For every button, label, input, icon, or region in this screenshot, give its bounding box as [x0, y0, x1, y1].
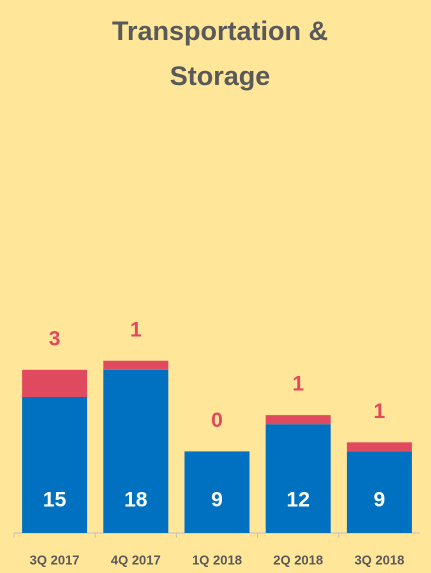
- data-label: 9: [374, 489, 386, 512]
- data-label: 1: [374, 400, 386, 423]
- bar-segment: [184, 451, 250, 533]
- x-tick-label: 3Q 2018: [354, 552, 404, 567]
- bar-segment: [22, 369, 88, 397]
- data-label: 3: [49, 327, 61, 350]
- chart-title: Transportation &: [112, 16, 328, 46]
- bar-segment: [103, 369, 169, 533]
- x-tick-label: 2Q 2018: [273, 552, 323, 567]
- data-label: 1: [292, 373, 304, 396]
- data-label: 1: [130, 318, 142, 341]
- bar-segment: [346, 451, 412, 533]
- x-tick-label: 1Q 2018: [192, 552, 242, 567]
- bar-segment: [22, 397, 88, 533]
- data-label: 12: [287, 489, 310, 512]
- bar-segment: [265, 415, 331, 425]
- bar-segment: [346, 442, 412, 452]
- data-label: 15: [43, 489, 67, 512]
- bar-segment: [103, 360, 169, 370]
- data-label: 0: [211, 409, 223, 432]
- x-tick-label: 3Q 2017: [30, 552, 80, 567]
- bar-segment: [265, 424, 331, 533]
- x-tick-label: 4Q 2017: [111, 552, 161, 567]
- data-label: 18: [124, 489, 148, 512]
- chart-title: Storage: [170, 61, 271, 91]
- data-label: 9: [211, 489, 223, 512]
